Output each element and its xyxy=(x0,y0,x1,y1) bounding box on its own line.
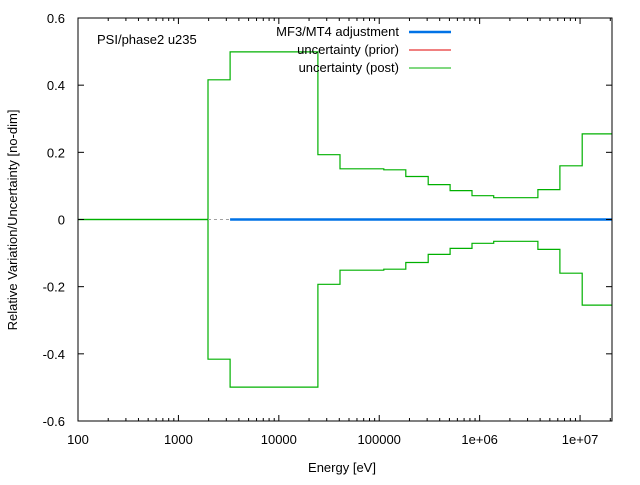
legend-label-adjustment: MF3/MT4 adjustment xyxy=(276,24,399,39)
x-tick-label: 1e+06 xyxy=(461,432,498,447)
y-axis-label: Relative Variation/Uncertainty [no-dim] xyxy=(5,110,20,331)
plot-layer xyxy=(78,51,612,388)
ticks-layer: 100 1000 10000 100000 1e+06 1e+07 0.6 0.4 0.2 0 -0… xyxy=(43,11,612,447)
y-tick-label: -0.6 xyxy=(43,414,65,429)
uncertainty-post-upper-line xyxy=(78,51,612,221)
x-tick-label: 1000 xyxy=(164,432,193,447)
uncertainty-post-lower-line xyxy=(78,218,612,388)
y-tick-label: 0.2 xyxy=(47,145,65,160)
y-tick-label: 0 xyxy=(58,213,65,228)
x-tick-label: 1e+07 xyxy=(562,432,599,447)
annotation: PSI/phase2 u235 xyxy=(97,32,197,47)
x-tick-label: 100000 xyxy=(358,432,401,447)
legend-label-prior: uncertainty (prior) xyxy=(297,42,399,57)
y-tick-label: 0.6 xyxy=(47,11,65,26)
x-axis-label: Energy [eV] xyxy=(308,460,376,475)
y-tick-label: 0.4 xyxy=(47,78,65,93)
x-tick-label: 100 xyxy=(67,432,89,447)
y-tick-label: -0.2 xyxy=(43,280,65,295)
y-tick-label: -0.4 xyxy=(43,347,65,362)
legend: MF3/MT4 adjustment uncertainty (prior) u… xyxy=(276,24,451,75)
legend-label-post: uncertainty (post) xyxy=(299,60,399,75)
x-tick-label: 10000 xyxy=(261,432,297,447)
